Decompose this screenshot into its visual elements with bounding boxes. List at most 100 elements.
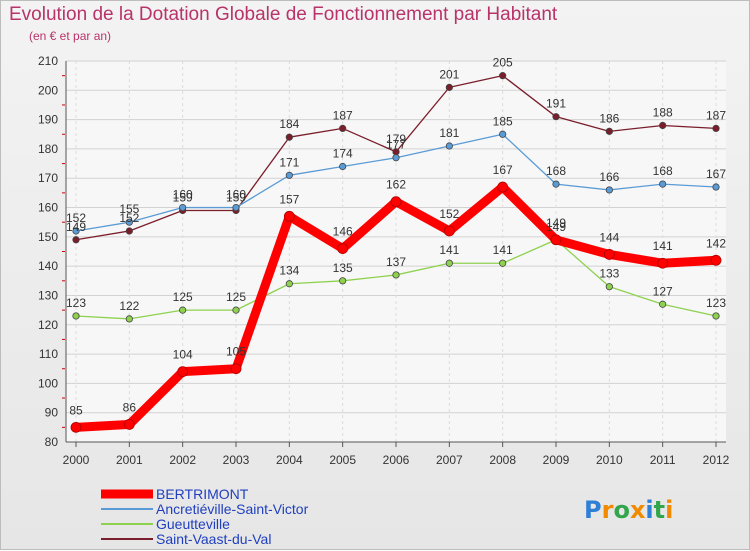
data-label: 152: [119, 211, 139, 225]
data-point: [550, 234, 562, 246]
data-point: [125, 218, 133, 226]
axes: 8090100110120130140150160170180190200210…: [38, 54, 730, 467]
data-label: 137: [386, 255, 406, 269]
x-tick-label: 2007: [436, 453, 463, 467]
x-tick-label: 2008: [489, 453, 516, 467]
data-point: [70, 421, 82, 433]
data-point: [285, 171, 293, 179]
data-label: 179: [386, 132, 406, 146]
data-point: [445, 83, 453, 91]
data-label: 162: [386, 178, 406, 192]
data-point: [712, 183, 720, 191]
x-tick-label: 2010: [596, 453, 623, 467]
data-point: [710, 254, 722, 266]
data-point: [72, 227, 80, 235]
y-tick-label: 80: [45, 435, 59, 449]
data-point: [179, 306, 187, 314]
series-layer: [70, 72, 722, 433]
logo-letter: t: [654, 496, 665, 524]
data-label: 86: [123, 400, 137, 414]
data-label: 104: [173, 348, 193, 362]
data-point: [657, 257, 669, 269]
x-tick-label: 2006: [383, 453, 410, 467]
y-tick-label: 190: [38, 113, 58, 127]
y-tick-label: 140: [38, 259, 58, 273]
y-tick-label: 110: [39, 347, 58, 361]
data-label: 160: [226, 188, 246, 202]
data-label: 123: [706, 296, 726, 310]
data-label: 167: [493, 163, 513, 177]
data-point: [232, 203, 240, 212]
data-point: [285, 133, 293, 141]
data-label: 146: [333, 225, 353, 239]
data-label: 149: [546, 216, 566, 230]
data-label: 141: [653, 239, 673, 253]
data-point: [443, 225, 455, 237]
data-point: [712, 124, 720, 133]
data-point: [603, 249, 615, 260]
data-point: [339, 277, 347, 285]
legend-label: BERTRIMONT: [156, 486, 249, 502]
logo-letter: P: [584, 496, 602, 524]
data-label: 166: [599, 170, 619, 184]
data-point: [659, 300, 667, 308]
data-point: [712, 312, 720, 320]
x-tick-label: 2000: [63, 453, 90, 467]
x-tick-label: 2012: [703, 453, 730, 467]
logo-text: Proxiti: [584, 496, 673, 524]
data-point: [445, 259, 453, 267]
x-tick-label: 2004: [276, 453, 303, 467]
data-label: 159: [173, 190, 193, 204]
data-point: [125, 227, 133, 235]
data-point: [72, 312, 80, 320]
data-label: 157: [279, 192, 299, 206]
y-tick-label: 200: [38, 83, 58, 97]
data-label: 127: [653, 284, 673, 298]
y-tick-label: 160: [38, 201, 58, 215]
data-label: 134: [279, 264, 299, 278]
y-tick-label: 120: [38, 318, 58, 332]
data-label: 125: [173, 290, 193, 304]
y-tick-label: 210: [38, 54, 58, 68]
data-label: 85: [69, 403, 83, 417]
data-label: 155: [119, 202, 139, 216]
x-tick-label: 2009: [543, 453, 570, 467]
data-label: 125: [226, 290, 246, 304]
data-point: [285, 280, 293, 288]
data-point: [499, 72, 507, 80]
data-label: 185: [493, 114, 513, 128]
x-tick-label: 2002: [169, 453, 196, 467]
data-label: 174: [333, 147, 353, 161]
y-tick-label: 150: [38, 230, 58, 244]
data-point: [232, 306, 240, 314]
data-point: [230, 363, 242, 375]
data-label: 144: [599, 230, 619, 244]
x-tick-label: 2003: [223, 453, 250, 467]
data-point: [392, 271, 400, 279]
proxiti-logo: Proxiti: [584, 496, 673, 524]
data-label: 152: [439, 207, 459, 221]
data-label: 133: [599, 267, 619, 281]
data-label: 187: [706, 108, 726, 122]
y-tick-label: 180: [38, 142, 58, 156]
logo-letter: i: [645, 496, 653, 524]
data-point: [497, 181, 509, 193]
data-label: 191: [546, 97, 566, 111]
data-point: [499, 130, 507, 138]
data-point: [177, 366, 189, 378]
data-point: [339, 124, 347, 133]
data-label: 105: [226, 345, 246, 359]
data-point: [123, 419, 135, 430]
y-tick-label: 90: [45, 406, 59, 420]
x-tick-label: 2005: [329, 453, 356, 467]
data-point: [552, 180, 560, 188]
data-label: 184: [279, 117, 299, 131]
data-label: 122: [119, 299, 139, 313]
data-point: [392, 154, 400, 162]
logo-letter: x: [630, 496, 646, 524]
data-label: 141: [493, 243, 513, 257]
data-label: 141: [439, 243, 459, 257]
legend-label: Gueutteville: [156, 516, 230, 532]
